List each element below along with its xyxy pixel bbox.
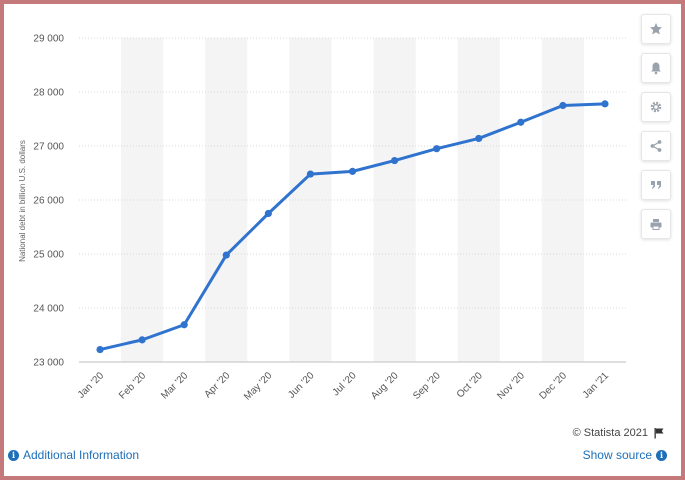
x-tick-label: Oct '20: [455, 370, 485, 400]
notification-button[interactable]: [641, 53, 671, 83]
star-icon: [650, 23, 662, 35]
x-tick-label: Dec '20: [537, 370, 569, 402]
x-tick-label: Jun '20: [286, 370, 317, 401]
chart-frame: 23 000 24 000 25 000 26 000 27 000 28 000 29 0…: [4, 4, 681, 476]
x-tick-label: May '20: [242, 370, 275, 403]
x-tick-label: Feb '20: [117, 370, 148, 401]
data-point[interactable]: [433, 145, 441, 153]
gridlines: [79, 37, 626, 363]
additional-information-label: Additional Information: [23, 448, 140, 462]
quote-icon: [651, 181, 661, 189]
x-tick-label: Jan '21: [581, 370, 612, 401]
data-point[interactable]: [390, 156, 399, 165]
share-button[interactable]: [641, 131, 671, 161]
data-point[interactable]: [180, 321, 188, 329]
additional-information-link[interactable]: i Additional Information: [8, 448, 139, 462]
y-tick-label: 27 000: [33, 142, 64, 153]
print-icon: [650, 219, 662, 230]
line-chart: 23 000 24 000 25 000 26 000 27 000 28 000 29 0…: [18, 34, 626, 403]
x-tick-label: Jan '20: [76, 370, 107, 401]
x-tick-label: Aug '20: [369, 370, 401, 402]
y-axis-ticks: 23 000 24 000 25 000 26 000 27 000 28 000 29 0…: [33, 34, 64, 369]
show-source-link[interactable]: Show source i: [583, 448, 667, 462]
series-line: [98, 102, 607, 352]
data-point[interactable]: [601, 100, 609, 108]
x-tick-label: Nov '20: [495, 370, 527, 402]
credit-text: © Statista 2021: [572, 427, 648, 439]
share-icon: [650, 140, 662, 152]
favorite-button[interactable]: [641, 14, 671, 44]
data-point[interactable]: [222, 251, 230, 259]
data-point[interactable]: [559, 101, 567, 110]
x-tick-label: Jul '20: [331, 370, 359, 398]
data-point[interactable]: [306, 170, 315, 178]
chart-toolbar: [641, 14, 671, 248]
x-tick-label: Mar '20: [159, 370, 190, 401]
y-tick-label: 26 000: [33, 196, 64, 207]
settings-button[interactable]: [641, 92, 671, 122]
show-source-label: Show source: [582, 448, 652, 462]
y-tick-label: 24 000: [33, 304, 64, 315]
y-tick-label: 28 000: [33, 88, 64, 99]
y-axis-label: National debt in billion U.S. dollars: [18, 140, 27, 262]
cite-button[interactable]: [641, 170, 671, 200]
y-tick-label: 23 000: [33, 358, 64, 369]
data-point[interactable]: [138, 336, 146, 344]
data-series: [96, 100, 609, 354]
data-point[interactable]: [475, 134, 483, 143]
bell-icon: [651, 62, 661, 75]
x-tick-label: Apr '20: [202, 370, 232, 400]
data-point[interactable]: [96, 345, 104, 354]
flag-icon: [654, 428, 664, 439]
print-button[interactable]: [641, 209, 671, 239]
x-axis-ticks: Jan '20 Feb '20 Mar '20 Apr '20 May '20 Jun '…: [76, 370, 612, 403]
gear-icon: [650, 101, 662, 113]
copyright-credit: © Statista 2021: [573, 427, 665, 439]
data-point[interactable]: [264, 209, 272, 218]
info-icon: i: [656, 449, 667, 461]
y-tick-label: 25 000: [33, 250, 64, 261]
y-tick-label: 29 000: [33, 34, 64, 45]
data-point[interactable]: [517, 118, 525, 126]
x-tick-label: Sep '20: [411, 370, 443, 402]
info-icon: i: [8, 449, 19, 461]
data-point[interactable]: [348, 167, 357, 175]
